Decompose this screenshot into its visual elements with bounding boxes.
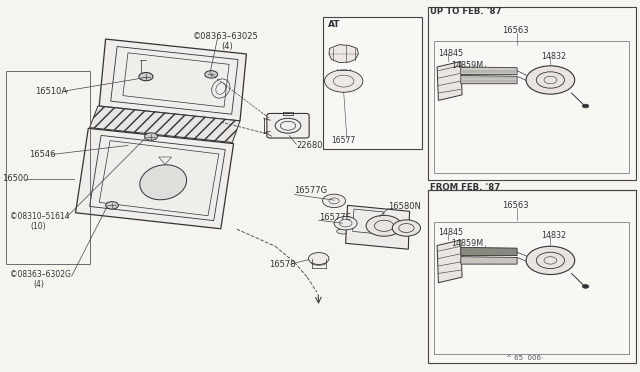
- Polygon shape: [461, 247, 517, 256]
- Text: UP TO FEB. '87: UP TO FEB. '87: [430, 7, 502, 16]
- Bar: [6, 71, 90, 264]
- Ellipse shape: [337, 229, 351, 234]
- Text: 14832: 14832: [541, 52, 566, 61]
- Circle shape: [324, 70, 363, 92]
- Text: 14859M: 14859M: [451, 239, 483, 248]
- Polygon shape: [99, 39, 246, 121]
- Text: 14845: 14845: [438, 49, 463, 58]
- FancyBboxPatch shape: [267, 113, 309, 138]
- Circle shape: [526, 246, 575, 275]
- Polygon shape: [437, 61, 462, 100]
- Polygon shape: [461, 76, 517, 84]
- Bar: [428, 7, 636, 180]
- Text: AT: AT: [328, 20, 340, 29]
- Text: 16577G: 16577G: [294, 186, 328, 195]
- Text: 16577E: 16577E: [319, 213, 351, 222]
- Text: 16510A: 16510A: [35, 87, 67, 96]
- Bar: [323, 17, 422, 149]
- Circle shape: [366, 215, 402, 236]
- Text: 16563: 16563: [502, 201, 529, 210]
- Text: 14845: 14845: [438, 228, 463, 237]
- Circle shape: [334, 217, 357, 230]
- Text: ©08363–63025: ©08363–63025: [193, 32, 259, 41]
- Circle shape: [106, 202, 118, 209]
- Polygon shape: [90, 106, 240, 142]
- Circle shape: [308, 253, 329, 264]
- Circle shape: [139, 73, 153, 81]
- Text: 16546: 16546: [29, 150, 55, 159]
- Circle shape: [392, 220, 420, 236]
- Polygon shape: [76, 128, 234, 229]
- Polygon shape: [437, 240, 462, 283]
- Text: ^ 65  006·: ^ 65 006·: [506, 355, 543, 361]
- Text: ©08310–51614: ©08310–51614: [10, 212, 69, 221]
- Circle shape: [205, 71, 218, 78]
- Text: (4): (4): [33, 280, 44, 289]
- Text: 14832: 14832: [541, 231, 566, 240]
- Text: 22680: 22680: [296, 141, 323, 150]
- Polygon shape: [461, 67, 517, 74]
- Text: 16563: 16563: [502, 26, 529, 35]
- Circle shape: [526, 66, 575, 94]
- Text: FROM FEB. '87: FROM FEB. '87: [430, 183, 500, 192]
- Polygon shape: [461, 257, 517, 264]
- Text: 16577: 16577: [331, 136, 355, 145]
- Text: (4): (4): [221, 42, 232, 51]
- Polygon shape: [329, 45, 358, 62]
- Circle shape: [582, 285, 589, 288]
- Bar: [434, 41, 629, 173]
- Text: (10): (10): [31, 222, 46, 231]
- Ellipse shape: [140, 165, 187, 200]
- Text: 16578: 16578: [269, 260, 296, 269]
- Circle shape: [145, 133, 157, 140]
- Text: 14859M: 14859M: [451, 61, 483, 70]
- Circle shape: [323, 194, 346, 208]
- Text: ©08363–6302G: ©08363–6302G: [10, 270, 70, 279]
- Bar: [434, 222, 629, 354]
- Ellipse shape: [312, 262, 326, 265]
- Polygon shape: [346, 205, 410, 249]
- Text: 16580N: 16580N: [388, 202, 421, 211]
- Circle shape: [582, 104, 589, 108]
- Bar: [428, 190, 636, 363]
- Text: 16500: 16500: [2, 174, 28, 183]
